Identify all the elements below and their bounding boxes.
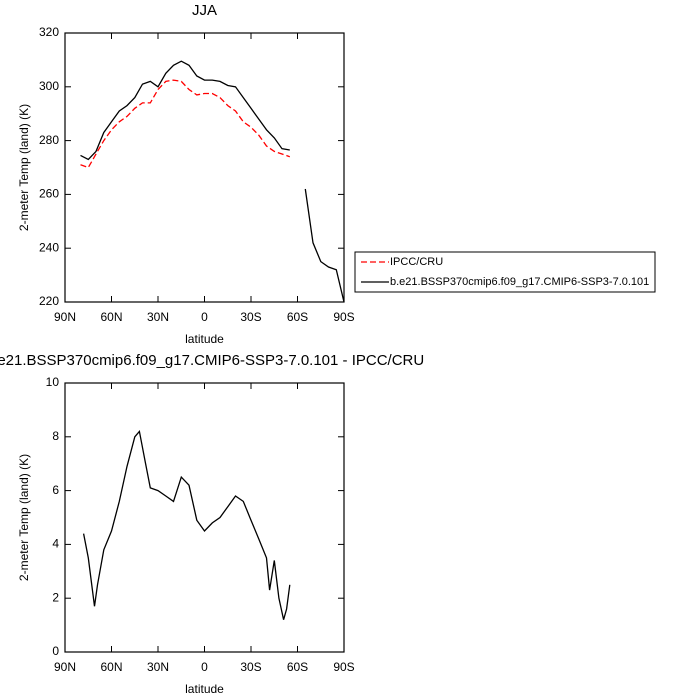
y-tick-label: 0 <box>52 644 59 658</box>
x-tick-label: 0 <box>201 660 208 674</box>
legend-box <box>354 251 656 293</box>
y-tick-label: 280 <box>39 133 59 147</box>
x-tick-label: 90S <box>333 660 354 674</box>
chart-title: JJA <box>192 2 217 19</box>
x-tick-label: 60S <box>287 310 308 324</box>
y-axis-label: 2-meter Temp (land) (K) <box>17 104 31 231</box>
y-tick-label: 260 <box>39 187 59 201</box>
y-tick-label: 240 <box>39 240 59 254</box>
y-tick-label: 6 <box>52 483 59 497</box>
legend-label: b.e21.BSSP370cmip6.f09_g17.CMIP6-SSP3-7.… <box>390 276 649 288</box>
data-line <box>80 60 345 303</box>
x-tick-label: 30S <box>240 660 261 674</box>
y-tick-label: 300 <box>39 79 59 93</box>
y-tick-label: 320 <box>39 25 59 39</box>
data-line <box>80 79 291 169</box>
x-tick-label: 90S <box>333 310 354 324</box>
x-tick-label: 0 <box>201 310 208 324</box>
x-tick-label: 30N <box>147 310 169 324</box>
y-tick-label: 10 <box>46 375 60 389</box>
chart-title: b.e21.BSSP370cmip6.f09_g17.CMIP6-SSP3-7.… <box>0 352 424 369</box>
plot-frame <box>64 382 345 653</box>
plot-frame <box>64 32 345 303</box>
x-tick-label: 90N <box>54 660 76 674</box>
x-tick-label: 60S <box>287 660 308 674</box>
y-axis-label: 2-meter Temp (land) (K) <box>17 454 31 581</box>
x-tick-label: 90N <box>54 310 76 324</box>
y-tick-label: 220 <box>39 294 59 308</box>
x-axis-label: latitude <box>185 332 224 346</box>
x-tick-label: 30N <box>147 660 169 674</box>
x-tick-label: 60N <box>100 660 122 674</box>
y-tick-label: 8 <box>52 429 59 443</box>
x-tick-label: 60N <box>100 310 122 324</box>
y-tick-label: 4 <box>52 537 59 551</box>
legend-label: IPCC/CRU <box>390 256 443 268</box>
y-tick-label: 2 <box>52 590 59 604</box>
x-tick-label: 30S <box>240 310 261 324</box>
data-line <box>82 429 291 620</box>
x-axis-label: latitude <box>185 682 224 696</box>
